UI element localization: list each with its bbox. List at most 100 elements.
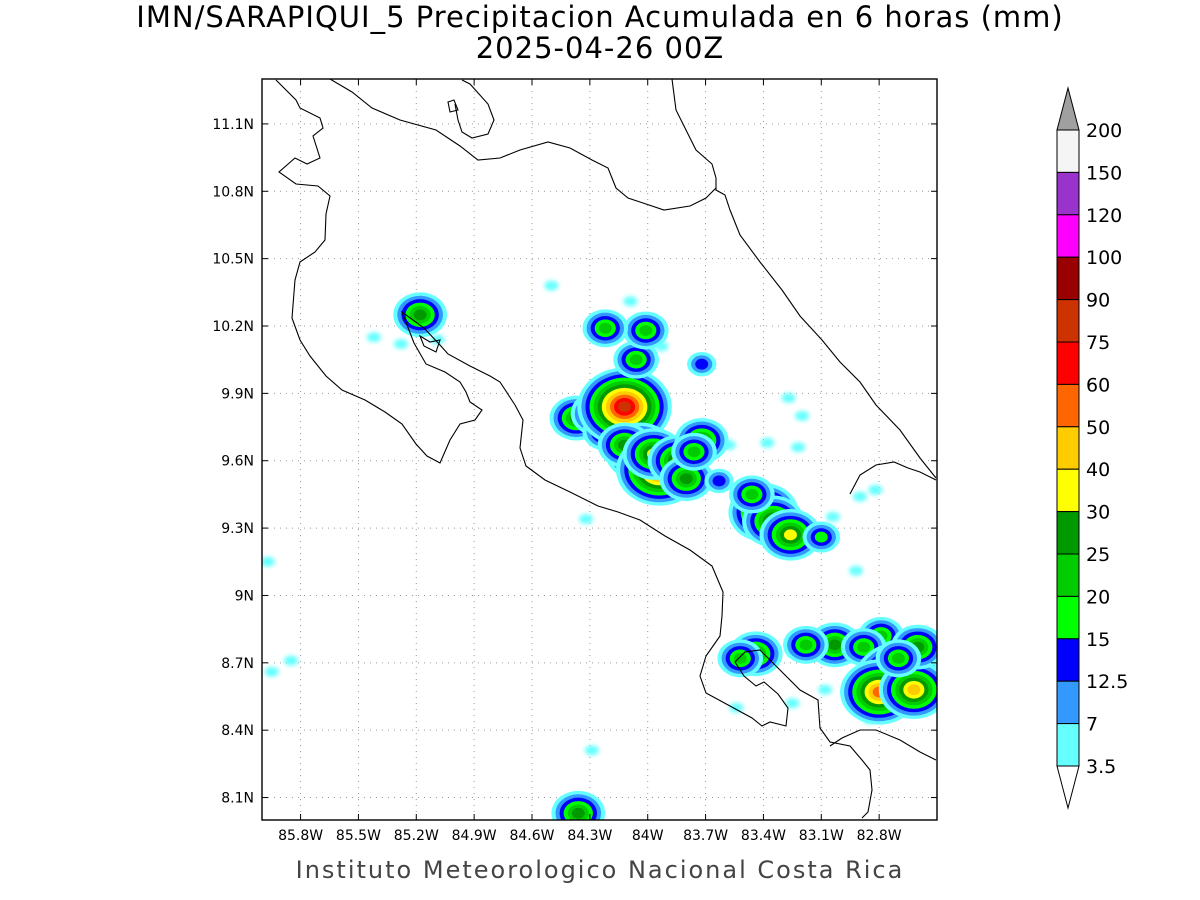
colorbar-swatch [1056,680,1080,725]
coastline [275,79,937,819]
precip-cell [613,340,659,379]
footer-credit: Instituto Meteorologico Nacional Costa R… [295,856,905,884]
map-title: IMN/SARAPIQUI_5 Precipitacion Acumulada … [136,0,1064,34]
panama-border [849,461,937,495]
precip-contour-band [814,531,828,543]
lon-tick-label: 84.3W [567,828,612,844]
colorbar-swatch [1056,638,1080,682]
colorbar-swatch [1056,214,1080,258]
colorbar-level-label: 200 [1086,120,1122,142]
precip-cell [577,367,672,447]
precip-contour-band [907,684,921,696]
colorbar-level-label: 150 [1086,162,1122,184]
colorbar-level-label: 30 [1086,502,1110,524]
colorbar-swatch [1056,511,1080,555]
precip-contour-band [712,475,726,487]
lon-tick-label: 82.8W [857,828,902,844]
precip-patch-light [729,702,744,713]
island [447,99,459,113]
precip-contour-band [598,322,612,334]
lon-tick-label: 84.6W [509,828,554,844]
precip-contour-band [629,354,643,366]
coastline-nicaragua-lake [329,79,717,211]
precip-contour-band [828,639,842,651]
precip-cell [875,639,922,678]
panama-coast [829,729,937,761]
precip-contour-band [733,652,747,664]
precip-cell [759,509,822,561]
colorbar-swatch [1056,341,1080,385]
precip-cell [393,292,448,338]
precip-contour-band [413,309,427,321]
colorbar-swatch [1056,299,1080,343]
colorbar-swatch [1056,595,1080,640]
colorbar-level-label: 75 [1086,332,1110,354]
precip-patch-light [366,332,381,343]
lat-tick-label: 8.1N [221,791,254,807]
colorbar-level-label: 3.5 [1086,756,1116,778]
colorbar-swatch [1056,129,1080,173]
precip-cell [551,790,606,820]
precip-patch-light [852,491,867,502]
precip-patch-light [818,684,833,695]
colorbar-top-arrow [1056,86,1080,131]
colorbar-swatch [1056,426,1080,470]
lat-tick-label: 9N [235,588,254,604]
lat-tick-label: 10.5N [212,252,254,268]
colorbar-swatch [1056,468,1080,513]
colorbar-swatch [1056,553,1080,597]
precip-cell [704,468,734,494]
precip-contour-band [799,639,813,651]
lon-tick-label: 85.5W [336,828,381,844]
precip-contour-band [639,325,653,336]
precip-contour-band [783,529,797,541]
precip-cell [671,432,717,471]
precip-contour-band [679,473,693,485]
colorbar-level-label: 60 [1086,374,1110,396]
colorbar-level-label: 15 [1086,629,1110,651]
lon-tick-label: 83.7W [683,828,728,844]
precip-cell [687,351,717,377]
precip-cell [582,309,629,348]
colorbar-level-label: 40 [1086,459,1110,481]
map-subtitle: 2025-04-26 00Z [475,31,725,65]
precip-patch-light [825,511,840,522]
lon-tick-label: 84W [632,828,664,844]
precip-patch-light [760,437,775,448]
precip-patch-light [544,280,559,291]
precip-contour-band [745,489,759,500]
colorbar-level-label: 12.5 [1086,671,1128,693]
colorbar-level-label: 25 [1086,544,1110,566]
lat-tick-label: 8.7N [221,656,254,672]
colorbar-swatch [1056,383,1080,428]
lat-tick-label: 9.9N [221,386,254,402]
lat-tick-label: 10.8N [212,184,254,200]
precip-patch-light [781,392,796,403]
lon-tick-label: 84.9W [452,828,497,844]
coastline-caribbean [671,79,937,479]
lat-tick-label: 10.2N [212,319,254,335]
axis-ticks: 85.8W 85.5W 85.2W 84.9W 84.6W 84.3W 84W 83.7W 83… [212,79,937,844]
lon-tick-label: 83.1W [799,828,844,844]
precip-patch-light [791,442,806,453]
colorbar-swatch [1056,256,1080,301]
colorbar-level-label: 20 [1086,586,1110,608]
precip-cell [802,521,841,553]
lon-tick-label: 85.2W [394,828,439,844]
colorbar-swatch [1056,171,1080,216]
precip-patch-light [584,745,599,756]
colorbar-level-label: 120 [1086,205,1122,227]
colorbar-level-label: 7 [1086,714,1098,736]
precip-contour-band [571,807,585,819]
precip-patch-light [430,334,445,345]
lake-shore [454,79,495,139]
precip-patch-light [849,565,863,576]
colorbar-swatch [1056,723,1080,767]
precip-patch-light [283,655,298,666]
precip-cell [783,625,829,664]
lon-tick-label: 85.8W [278,828,323,844]
coastline-peninsula [418,334,441,353]
precip-contour-band [687,446,701,458]
precip-cell [729,475,775,514]
precip-contour-band [618,401,632,413]
